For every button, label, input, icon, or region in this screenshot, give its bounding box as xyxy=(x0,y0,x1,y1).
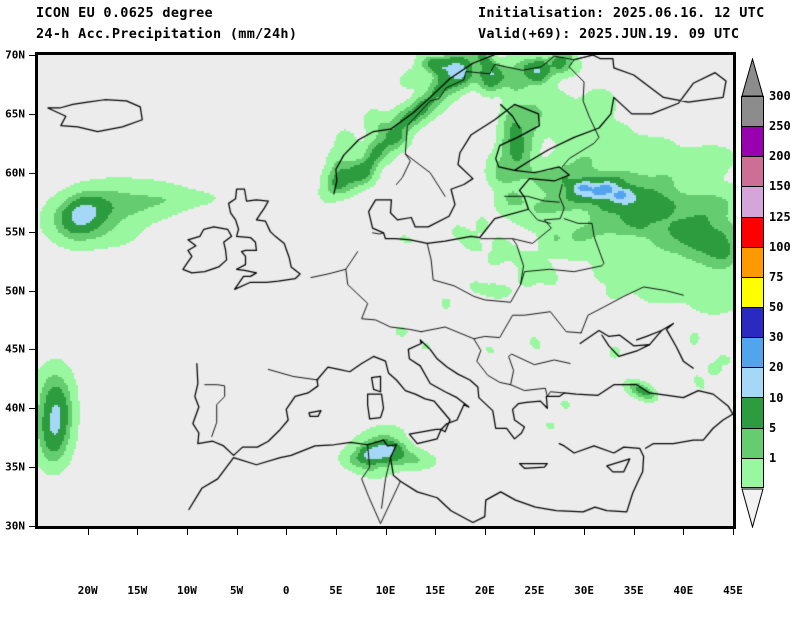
colorbar-band xyxy=(742,337,763,368)
colorbar-under-arrow xyxy=(741,488,764,528)
colorbar-bands xyxy=(741,96,764,488)
x-tick xyxy=(534,529,536,535)
x-tick-label: 15E xyxy=(425,584,446,597)
x-tick-label: 35E xyxy=(623,584,644,597)
x-tick xyxy=(137,529,139,535)
x-tick xyxy=(633,529,635,535)
colorbar-tick-label: 250 xyxy=(769,119,791,134)
colorbar-band xyxy=(742,276,763,307)
field-title: 24-h Acc.Precipitation (mm/24h) xyxy=(36,26,298,42)
precipitation-map-canvas xyxy=(38,55,733,526)
colorbar-tick-label: 300 xyxy=(769,89,791,103)
x-tick xyxy=(385,529,387,535)
precipitation-colorbar: 300 250 200 150 125 100 75 50 30 20 10 5 1 xyxy=(741,58,800,528)
x-tick xyxy=(435,529,437,535)
y-tick xyxy=(29,113,35,115)
valid-time: Valid(+69): 2025.JUN.19. 09 UTC xyxy=(478,26,740,42)
x-tick-label: 5E xyxy=(329,584,343,597)
x-tick xyxy=(286,529,288,535)
x-tick xyxy=(733,529,734,535)
colorbar-band xyxy=(742,367,763,398)
map-frame xyxy=(35,52,736,529)
y-tick-label: 55N xyxy=(5,225,25,239)
y-tick xyxy=(29,349,35,351)
colorbar-band xyxy=(742,96,763,127)
y-tick-label: 65N xyxy=(5,107,25,121)
colorbar-band xyxy=(742,397,763,428)
x-tick-label: 30E xyxy=(574,584,594,597)
colorbar-band xyxy=(742,457,763,488)
y-tick xyxy=(29,172,35,174)
colorbar-band xyxy=(742,156,763,187)
x-tick-label: 10W xyxy=(176,584,197,597)
colorbar-over-arrow xyxy=(741,58,764,97)
colorbar-band xyxy=(742,427,763,458)
colorbar-tick-label: 30 xyxy=(769,330,784,345)
colorbar-band xyxy=(742,126,763,157)
x-tick-label: 20E xyxy=(474,584,495,597)
colorbar-tick-label: 1 xyxy=(769,450,777,465)
model-title: ICON EU 0.0625 degree xyxy=(36,5,213,21)
x-tick xyxy=(87,529,89,535)
colorbar-band xyxy=(742,306,763,338)
y-tick-label: 35N xyxy=(5,460,25,474)
x-tick-label: 10E xyxy=(375,584,396,597)
x-tick xyxy=(584,529,586,535)
colorbar-tick-label: 10 xyxy=(769,390,784,405)
colorbar-tick-label: 50 xyxy=(769,300,784,315)
y-tick xyxy=(29,290,35,292)
colorbar-tick-label: 200 xyxy=(769,149,791,164)
x-tick-label: 15W xyxy=(127,584,148,597)
y-tick xyxy=(29,467,35,469)
x-tick xyxy=(484,529,486,535)
y-tick-label: 40N xyxy=(5,401,25,415)
x-tick-label: 5W xyxy=(229,584,244,597)
colorbar-tick-label: 5 xyxy=(769,420,777,435)
colorbar-tick-label: 100 xyxy=(769,239,791,254)
chart-header: ICON EU 0.0625 degree 24-h Acc.Precipita… xyxy=(0,0,800,50)
y-tick-label: 70N xyxy=(5,48,25,62)
x-tick xyxy=(186,529,188,535)
y-tick xyxy=(29,55,35,56)
colorbar-tick-label: 150 xyxy=(769,179,791,194)
x-tick-label: 20W xyxy=(77,584,98,597)
y-tick-label: 60N xyxy=(5,166,25,180)
y-tick-label: 30N xyxy=(5,519,25,533)
x-tick-label: 40E xyxy=(673,584,694,597)
initialisation-time: Initialisation: 2025.06.16. 12 UTC xyxy=(478,5,765,21)
x-tick xyxy=(236,529,238,535)
y-tick xyxy=(29,526,35,527)
colorbar-tick-label: 125 xyxy=(769,209,791,224)
colorbar-band xyxy=(742,246,763,277)
y-tick xyxy=(29,231,35,233)
x-tick-label: 25E xyxy=(524,584,545,597)
x-tick xyxy=(683,529,685,535)
x-tick-label: 45E xyxy=(723,584,743,597)
map-plot-area: 20W 15W 10W 5W 0 5E 10E 15E 20E 25E 30E 35E 40E 45E 3… xyxy=(5,49,743,598)
x-tick xyxy=(335,529,337,535)
colorbar-tick-label: 20 xyxy=(769,360,784,375)
y-tick-label: 50N xyxy=(5,284,25,297)
colorbar-band xyxy=(742,186,763,217)
x-tick-label: 0 xyxy=(282,584,290,597)
y-tick-label: 45N xyxy=(5,342,25,356)
colorbar-tick-label: 75 xyxy=(769,269,784,284)
y-tick xyxy=(29,408,35,410)
colorbar-band xyxy=(742,216,763,247)
